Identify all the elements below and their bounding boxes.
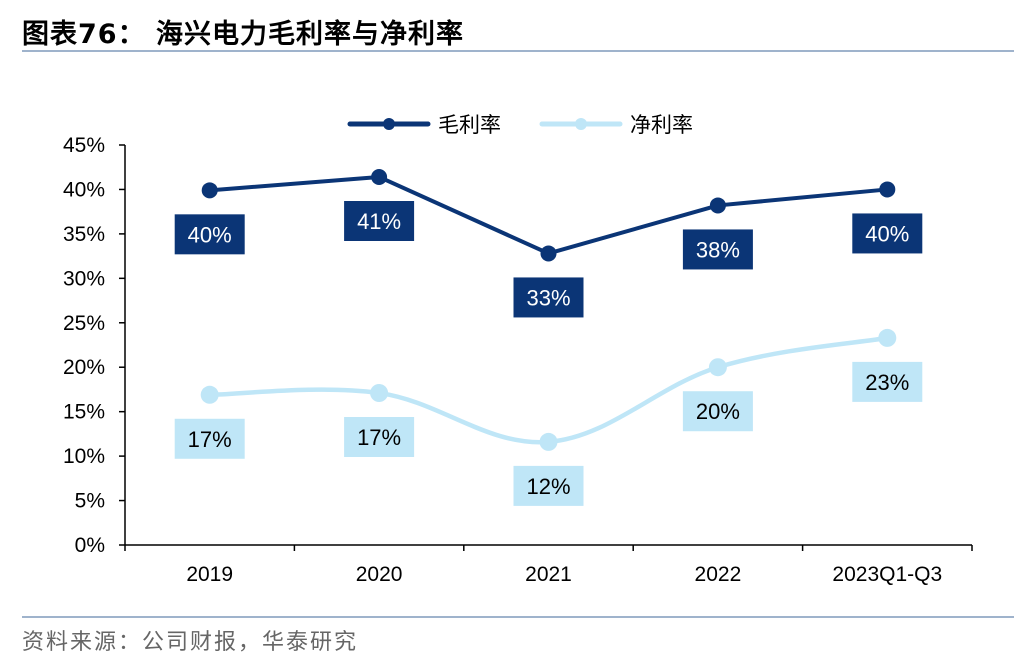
data-label-net: 23%	[865, 370, 909, 395]
data-point-net	[200, 385, 219, 404]
data-label-gross: 33%	[526, 285, 570, 310]
data-label-box-gross	[682, 229, 753, 270]
data-point-net	[708, 358, 727, 377]
legend-label-net: 净利率	[630, 113, 693, 137]
data-labels: 17% 17% 12% 20% 23% 40% 41% 33% 38% 40%	[174, 201, 923, 506]
series-layer	[200, 169, 897, 451]
data-label-box-net	[682, 391, 753, 432]
y-tick-label: 25%	[63, 312, 105, 335]
y-tick-label: 40%	[63, 178, 105, 201]
x-tick-label: 2022	[695, 563, 742, 586]
y-tick-label: 15%	[63, 401, 105, 424]
data-label-box-net	[513, 465, 584, 506]
data-label-net: 17%	[357, 425, 401, 450]
data-label-box-net	[344, 417, 415, 457]
legend-marker-net	[575, 118, 587, 130]
y-tick-label: 0%	[75, 534, 105, 557]
y-axis: 0% 5% 10% 15% 20% 25% 30% 35% 40% 45%	[63, 134, 126, 557]
y-tick-label: 35%	[63, 223, 105, 246]
series-line-net	[209, 335, 888, 445]
data-label-net: 17%	[188, 427, 232, 452]
x-tick-label: 2019	[186, 563, 233, 586]
figure-title: 图表76： 海兴电力毛利率与净利率	[22, 19, 464, 50]
x-tick-label: 2020	[356, 563, 403, 586]
data-point-net	[878, 328, 897, 347]
y-tick-label: 30%	[63, 267, 105, 290]
data-label-net: 20%	[696, 399, 740, 424]
y-tick-label: 45%	[63, 134, 105, 157]
data-label-box-gross	[513, 277, 584, 318]
data-point-net	[370, 384, 389, 402]
y-tick-label: 10%	[63, 445, 105, 468]
data-point-gross	[540, 245, 557, 262]
data-point-net	[539, 432, 558, 451]
data-label-box-net	[852, 361, 923, 402]
data-point-gross	[709, 197, 726, 214]
legend-marker-gross	[383, 118, 395, 130]
y-tick-label: 5%	[75, 490, 105, 513]
title-rule	[22, 50, 1014, 52]
y-tick-label: 20%	[63, 356, 105, 379]
data-label-box-gross	[852, 213, 923, 254]
line-chart: 毛利率 净利率 0% 5% 10% 15% 20% 25% 30% 35% 40% 45% 2019…	[63, 113, 973, 586]
footer-rule	[22, 616, 1014, 618]
series-line-gross	[209, 175, 888, 256]
data-label-gross: 41%	[357, 209, 401, 234]
x-axis: 2019 2020 2021 2022 2023Q1-Q3	[124, 544, 973, 586]
data-label-gross: 38%	[696, 237, 740, 262]
legend-label-gross: 毛利率	[438, 113, 501, 137]
data-label-box-gross	[344, 201, 415, 241]
data-label-box-gross	[174, 214, 245, 255]
source-note: 资料来源：公司财报，华泰研究	[22, 630, 359, 655]
data-point-gross	[371, 169, 388, 185]
x-tick-label: 2023Q1-Q3	[832, 563, 942, 586]
data-label-net: 12%	[526, 474, 570, 499]
legend: 毛利率 净利率	[347, 113, 693, 137]
data-label-gross: 40%	[865, 221, 909, 246]
data-label-box-net	[174, 418, 245, 459]
data-point-gross	[879, 181, 896, 198]
data-label-gross: 40%	[188, 222, 232, 247]
x-tick-label: 2021	[525, 563, 572, 586]
data-point-gross	[201, 182, 218, 199]
